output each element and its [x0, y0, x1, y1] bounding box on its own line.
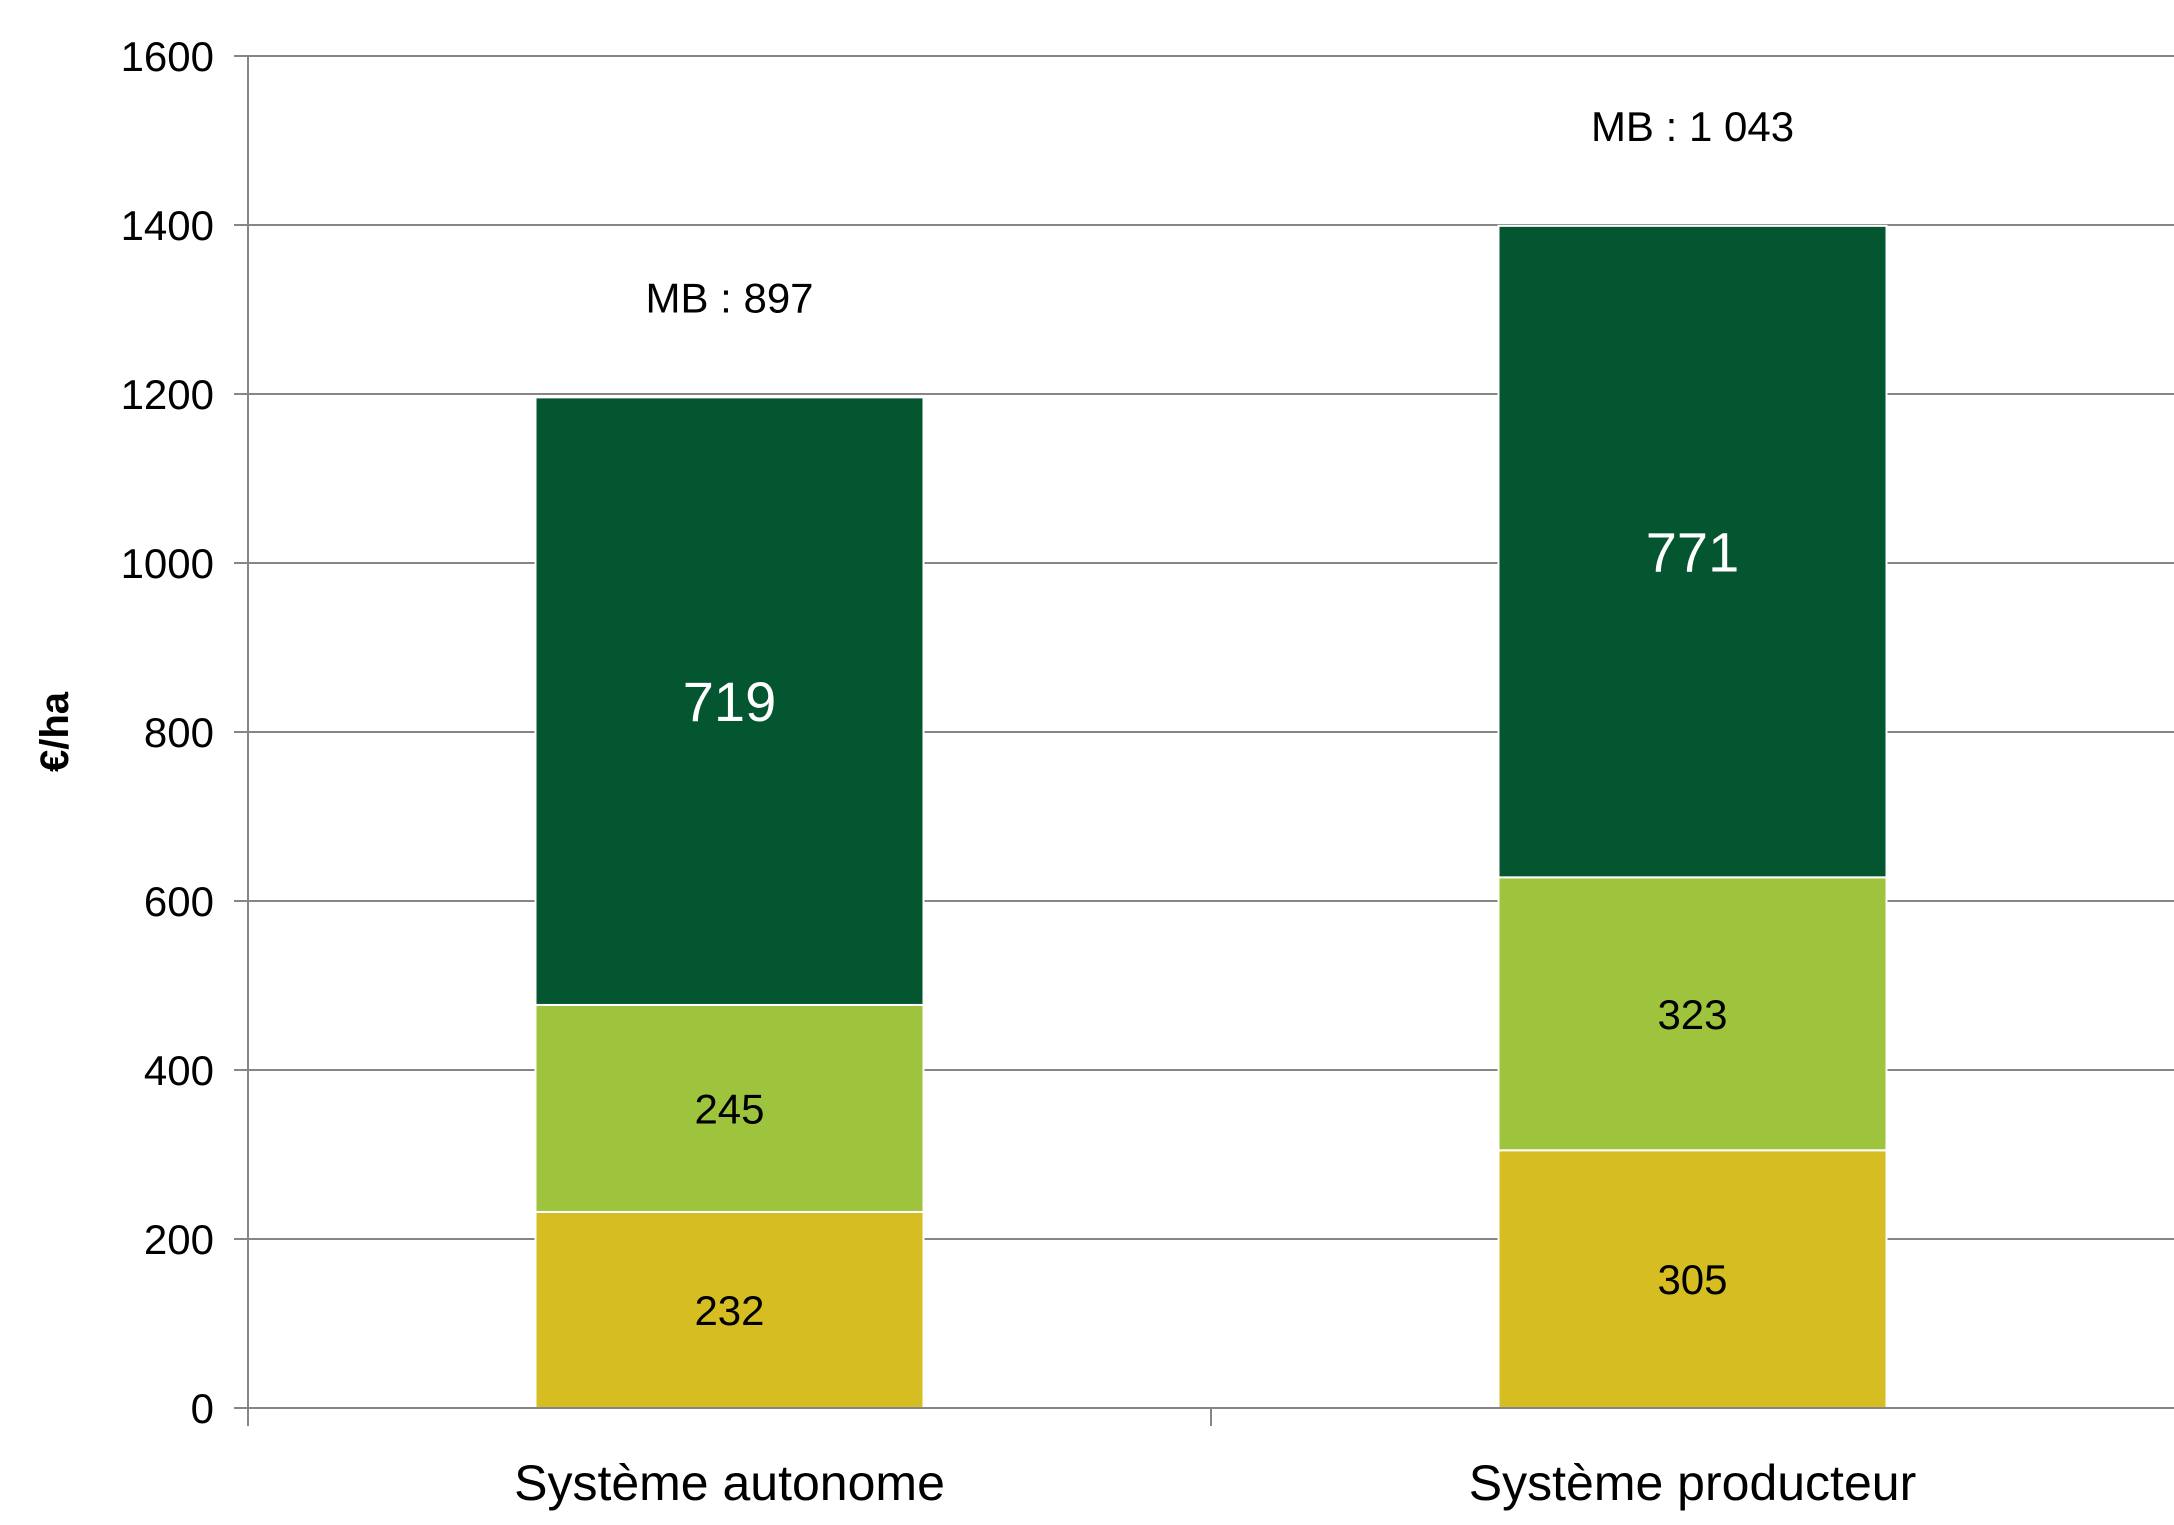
y-tick-label: 1600: [121, 33, 214, 80]
bar-segment: [1497, 876, 1888, 1152]
y-tick-label: 600: [144, 878, 214, 925]
y-axis-title: €/ha: [33, 691, 77, 772]
y-tick-label: 200: [144, 1216, 214, 1263]
data-label: 323: [1657, 991, 1727, 1038]
y-tick-label: 1200: [121, 371, 214, 418]
bar-segment: [534, 396, 925, 1006]
bar-segment: [1497, 224, 1888, 879]
y-tick-label: 1000: [121, 540, 214, 587]
bar-segment: [534, 1003, 925, 1213]
data-label: 305: [1657, 1256, 1727, 1303]
data-label: 719: [683, 670, 776, 733]
data-label: 245: [694, 1085, 764, 1132]
y-tick-label: 400: [144, 1047, 214, 1094]
bar-segment: [1497, 1149, 1888, 1410]
bar-segment: [534, 1210, 925, 1409]
y-tick-label: 0: [191, 1385, 214, 1432]
labels: 0 200 400 600 800 1000 1200 1400 1600 232 245 719 MB…: [121, 33, 1917, 1511]
total-label: MB : 1 043: [1591, 103, 1794, 150]
x-category-label: Système producteur: [1469, 1455, 1916, 1511]
bars: [534, 224, 1888, 1410]
x-category-label: Système autonome: [514, 1455, 945, 1511]
data-label: 771: [1646, 521, 1739, 584]
data-label: 232: [694, 1287, 764, 1334]
axes: [234, 55, 2174, 1426]
y-tick-label: 1400: [121, 202, 214, 249]
y-tick-label: 800: [144, 709, 214, 756]
total-label: MB : 897: [645, 274, 813, 321]
